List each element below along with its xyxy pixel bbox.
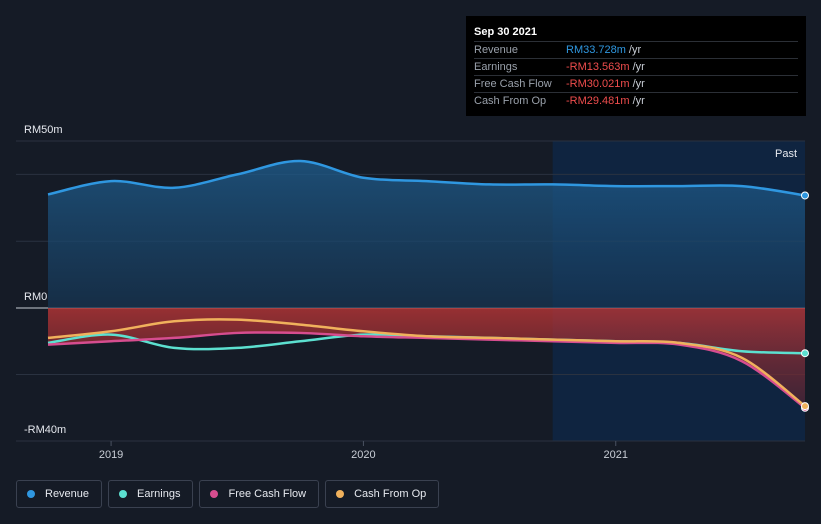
legend-item-free-cash-flow[interactable]: Free Cash Flow bbox=[199, 480, 320, 508]
tooltip-date: Sep 30 2021 bbox=[474, 26, 537, 38]
x-tick-label: 2020 bbox=[351, 449, 375, 461]
x-tick-label: 2021 bbox=[604, 449, 628, 461]
y-label-bottom: -RM40m bbox=[24, 424, 66, 436]
tooltip-row: Revenue RM33.728m/yr bbox=[474, 41, 798, 58]
x-tick-label: 2019 bbox=[99, 449, 123, 461]
tooltip-row: Earnings -RM13.563m/yr bbox=[474, 58, 798, 75]
tooltip-row: Free Cash Flow -RM30.021m/yr bbox=[474, 75, 798, 92]
revenue-area bbox=[48, 161, 805, 308]
tooltip-row: Cash From Op -RM29.481m/yr bbox=[474, 92, 798, 109]
tooltip-unit: /yr bbox=[632, 78, 645, 90]
y-label-zero: RM0 bbox=[24, 291, 47, 303]
tooltip-label: Free Cash Flow bbox=[474, 78, 552, 90]
tooltip-label: Cash From Op bbox=[474, 95, 547, 107]
tooltip-label: Earnings bbox=[474, 61, 518, 73]
tooltip-value: RM33.728m bbox=[566, 44, 626, 56]
legend-label: Revenue bbox=[45, 488, 90, 500]
series-line-cash-from-op bbox=[47, 318, 806, 408]
legend-dot-icon bbox=[27, 490, 35, 498]
tooltip-label: Revenue bbox=[474, 44, 519, 56]
y-label-top: RM50m bbox=[24, 124, 63, 136]
tooltip-unit: /yr bbox=[628, 44, 642, 56]
legend-dot-icon bbox=[210, 490, 219, 498]
legend-item-earnings[interactable]: Earnings bbox=[108, 480, 194, 508]
tooltip: Sep 30 2021 Revenue RM33.728m/yr Earnings -… bbox=[466, 16, 806, 116]
series-line-free-cash-flow bbox=[47, 331, 806, 409]
tooltip-value: -RM29.481m bbox=[566, 95, 630, 107]
legend-dot-icon bbox=[119, 490, 128, 498]
tooltip-unit: /yr bbox=[632, 61, 645, 73]
legend-item-cash-from-op[interactable]: Cash From Op bbox=[325, 480, 440, 508]
legend-item-revenue[interactable]: Revenue bbox=[16, 480, 103, 508]
legend-label: Cash From Op bbox=[354, 488, 427, 500]
tooltip-unit: /yr bbox=[632, 95, 645, 107]
series-end-point bbox=[801, 191, 809, 200]
past-label: Past bbox=[775, 148, 797, 160]
legend: Revenue Earnings Free Cash Flow Cash From O… bbox=[16, 480, 440, 508]
series-end-point bbox=[801, 349, 809, 358]
legend-label: Free Cash Flow bbox=[228, 488, 307, 500]
tooltip-value: -RM13.563m bbox=[566, 61, 630, 73]
series-end-point bbox=[801, 402, 809, 411]
legend-dot-icon bbox=[336, 490, 345, 498]
series-line-revenue bbox=[47, 159, 806, 197]
legend-label: Earnings bbox=[137, 488, 181, 500]
tooltip-value: -RM30.021m bbox=[566, 78, 630, 90]
